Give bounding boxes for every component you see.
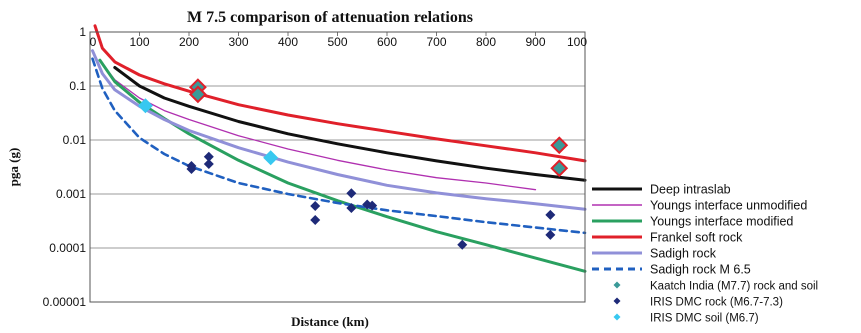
y-tick-label: 1 [79, 25, 86, 39]
legend: Deep intraslab Youngs interface unmodifie… [592, 183, 818, 325]
data-point [263, 150, 279, 166]
legend-label: Youngs interface modified [650, 215, 793, 229]
legend-label: Deep intraslab [650, 183, 731, 197]
data-point [203, 158, 214, 169]
y-axis-label: pga (g) [6, 148, 21, 187]
x-tick-label: 500 [327, 35, 347, 49]
series-layer [91, 24, 587, 273]
legend-label: Sadigh rock [650, 247, 717, 261]
legend-label: Kaatch India (M7.7) rock and soil [650, 281, 818, 293]
x-tick-label: 200 [179, 35, 199, 49]
y-tick-label: 0.01 [63, 133, 87, 147]
grid [90, 31, 585, 303]
x-tick-label: 600 [377, 35, 397, 49]
legend-label: Frankel soft rock [650, 231, 743, 245]
x-axis-label: Distance (km) [291, 314, 369, 329]
x-tick-label: 0 [90, 35, 97, 49]
data-point [310, 215, 321, 226]
x-tick-label: 800 [476, 35, 496, 49]
data-point [346, 203, 357, 214]
data-point [367, 200, 378, 211]
data-point [545, 209, 556, 220]
legend-swatch [613, 297, 621, 305]
points-layer [137, 78, 569, 250]
data-point [188, 85, 207, 104]
legend-label: IRIS DMC rock (M6.7-7.3) [650, 297, 783, 309]
plot-area-border [89, 31, 586, 303]
y-tick-label: 0.1 [69, 79, 86, 93]
data-point [550, 136, 569, 155]
x-tick-label: 400 [278, 35, 298, 49]
legend-label: IRIS DMC soil (M6.7) [650, 313, 759, 325]
axes: 1 0.1 0.01 0.001 0.0001 0.00001 0 100 200 300 400 5… [43, 25, 588, 309]
y-tick-label: 0.00001 [43, 295, 87, 309]
x-tick-label: 900 [525, 35, 545, 49]
x-tick-label: 300 [228, 35, 248, 49]
legend-swatch [613, 313, 621, 321]
legend-label: Youngs interface unmodified [650, 199, 807, 213]
series-line [98, 58, 587, 273]
chart-title: M 7.5 comparison of attenuation relation… [187, 9, 473, 26]
data-point [186, 164, 197, 175]
series-line [93, 24, 587, 163]
data-point [310, 200, 321, 211]
data-point [457, 239, 468, 250]
series-line [91, 57, 587, 235]
legend-swatch [613, 281, 621, 289]
x-tick-label: 100 [567, 35, 587, 49]
y-tick-label: 0.001 [56, 187, 86, 201]
data-point [545, 229, 556, 240]
legend-label: Sadigh rock M 6.5 [650, 263, 751, 277]
data-point [550, 159, 569, 178]
series-line [99, 59, 537, 191]
series-line [91, 49, 587, 211]
data-point [346, 188, 357, 199]
x-tick-label: 700 [426, 35, 446, 49]
series-line [113, 66, 587, 182]
data-point [203, 151, 214, 162]
x-tick-label: 100 [129, 35, 149, 49]
data-point [137, 98, 153, 114]
y-tick-label: 0.0001 [49, 241, 86, 255]
